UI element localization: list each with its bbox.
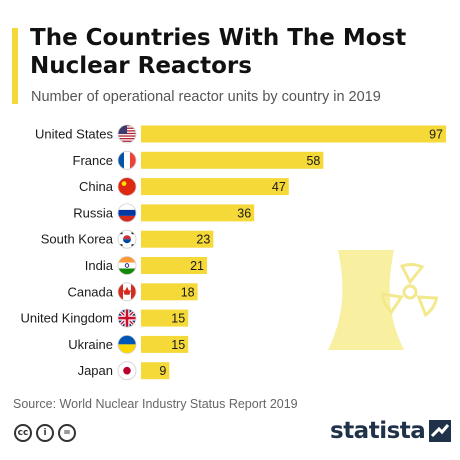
- bar: [141, 204, 255, 222]
- category-label: Russia: [73, 205, 114, 220]
- flag-gb-icon: [117, 308, 137, 328]
- flag-in-icon: [117, 256, 137, 275]
- data-label: 47: [272, 180, 286, 194]
- flag-fr-icon: [117, 150, 137, 170]
- bar: [141, 178, 289, 196]
- data-label: 97: [429, 128, 443, 142]
- flag-jp-icon: [117, 361, 137, 381]
- data-label: 23: [196, 233, 210, 247]
- bar: [141, 309, 189, 327]
- flag-us-icon: [117, 124, 137, 144]
- title-accent-bar: [12, 28, 18, 104]
- statista-mark-icon: [429, 420, 452, 442]
- data-label: 36: [237, 206, 251, 220]
- bar: [141, 257, 208, 274]
- brand-name: statista: [330, 418, 426, 444]
- source-note: Source: World Nuclear Industry Status Re…: [13, 397, 298, 411]
- data-label: 15: [171, 338, 185, 352]
- flag-cn-icon: [117, 177, 137, 197]
- data-label: 58: [306, 154, 320, 168]
- category-label: Ukraine: [68, 337, 113, 352]
- radiation-symbol-icon: [380, 263, 439, 318]
- category-label: France: [73, 153, 113, 168]
- cooling-tower-illustration: [328, 250, 439, 350]
- flag-ca-icon: [117, 282, 137, 302]
- bar: [141, 230, 214, 248]
- bar-chart: 97 United States 58 France 47 China 36 Russia 23…: [21, 124, 446, 381]
- license-icons: cc i =: [14, 424, 76, 442]
- data-label: 18: [181, 285, 195, 299]
- data-label: 21: [190, 259, 204, 273]
- chart-subtitle: Number of operational reactor units by c…: [31, 89, 381, 105]
- data-label: 15: [171, 312, 185, 326]
- bar: [141, 283, 198, 301]
- flag-ru-icon: [117, 203, 137, 223]
- bar: [141, 335, 189, 353]
- no-derivatives-icon: =: [58, 424, 76, 442]
- category-label: Japan: [78, 363, 113, 378]
- category-label: South Korea: [41, 232, 114, 247]
- flag-ua-icon: [117, 334, 137, 354]
- category-label: India: [85, 258, 114, 273]
- statista-logo: statista: [330, 418, 452, 444]
- chart-title: The Countries With The Most Nuclear Reac…: [30, 25, 407, 79]
- bar: [141, 125, 446, 143]
- bar: [141, 151, 324, 169]
- category-label: United States: [35, 127, 114, 142]
- category-label: Canada: [67, 284, 113, 299]
- category-label: China: [79, 179, 114, 194]
- category-label: United Kingdom: [21, 311, 114, 326]
- data-label: 9: [159, 364, 166, 378]
- bar: [141, 362, 170, 380]
- attribution-icon: i: [36, 424, 54, 442]
- creative-commons-icon: cc: [14, 424, 32, 442]
- flag-kr-icon: [117, 229, 137, 249]
